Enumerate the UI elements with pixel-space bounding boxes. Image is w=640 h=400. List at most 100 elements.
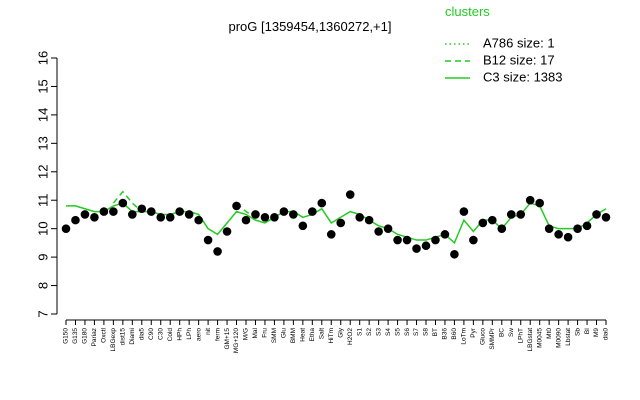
data-point bbox=[241, 215, 251, 225]
x-tick-label: G150 bbox=[63, 328, 70, 344]
legend-label: B12 size: 17 bbox=[483, 52, 555, 67]
chart-title: proG [1359454,1360272,+1] bbox=[228, 19, 391, 34]
y-tick-label: 7 bbox=[35, 310, 50, 317]
x-tick-label: M9 bbox=[593, 328, 600, 337]
data-point bbox=[137, 204, 147, 214]
x-tick-label: Sb bbox=[574, 328, 581, 336]
data-point bbox=[213, 247, 222, 256]
data-point bbox=[61, 224, 71, 233]
x-tick-label: C90 bbox=[148, 328, 155, 340]
x-tick-label: H2O2 bbox=[347, 328, 354, 345]
x-tick-label: GM+15 bbox=[224, 328, 231, 350]
data-point bbox=[450, 249, 459, 259]
x-tick-label: Cold bbox=[167, 328, 174, 342]
x-tick-label: LPhT bbox=[517, 328, 524, 344]
data-point bbox=[232, 201, 241, 211]
data-point bbox=[431, 235, 440, 245]
data-point bbox=[99, 207, 109, 216]
x-tick-label: dist15 bbox=[120, 328, 127, 346]
x-tick-label: aero bbox=[195, 328, 202, 341]
data-point bbox=[203, 235, 213, 245]
x-tick-label: G180 bbox=[82, 328, 89, 344]
data-point bbox=[80, 210, 90, 219]
x-tick-label: B60 bbox=[451, 328, 458, 340]
x-tick-label: BMM bbox=[290, 328, 297, 343]
x-tick-label: HiTm bbox=[328, 328, 335, 344]
data-point bbox=[497, 224, 507, 233]
data-point bbox=[488, 215, 497, 225]
x-tick-label: Fru bbox=[262, 328, 269, 338]
data-point bbox=[374, 227, 383, 236]
data-point bbox=[109, 207, 118, 216]
x-tick-label: Pyr bbox=[470, 327, 477, 338]
data-point bbox=[478, 218, 488, 228]
x-tick-label: dia0 bbox=[603, 328, 610, 341]
x-tick-label: C30 bbox=[157, 328, 164, 340]
series-line bbox=[66, 202, 607, 245]
data-point bbox=[298, 221, 308, 231]
data-point bbox=[393, 235, 402, 245]
x-tick-label: BT bbox=[432, 328, 439, 336]
data-point bbox=[582, 221, 592, 231]
x-tick-label: LBGexp bbox=[110, 328, 117, 352]
x-tick-label: LoTm bbox=[461, 328, 468, 345]
y-tick-label: 16 bbox=[35, 51, 50, 65]
data-point bbox=[402, 235, 412, 245]
x-tick-label: S4 bbox=[385, 328, 392, 336]
data-point bbox=[563, 232, 573, 242]
data-point bbox=[251, 210, 260, 219]
data-point bbox=[184, 210, 194, 219]
x-tick-label: Glu bbox=[281, 328, 288, 339]
y-tick-label: 15 bbox=[35, 79, 50, 93]
data-point bbox=[592, 210, 601, 219]
x-tick-label: MG+120 bbox=[233, 328, 240, 353]
data-point bbox=[544, 224, 554, 233]
data-point bbox=[289, 210, 298, 219]
x-tick-label: Lbstat bbox=[565, 328, 572, 346]
data-point bbox=[421, 241, 431, 251]
x-tick-label: M0045 bbox=[536, 328, 543, 348]
y-tick-label: 12 bbox=[35, 165, 50, 179]
legend-label: C3 size: 1383 bbox=[483, 69, 563, 84]
x-tick-label: HPh bbox=[176, 328, 183, 341]
x-tick-label: M/G bbox=[243, 328, 250, 340]
y-tick-label: 10 bbox=[35, 221, 50, 235]
x-tick-label: Pariaz bbox=[91, 328, 98, 346]
x-tick-label: Gluco bbox=[480, 328, 487, 345]
x-tick-label: Etha bbox=[309, 328, 316, 342]
data-point bbox=[165, 212, 175, 222]
data-point bbox=[355, 212, 364, 222]
data-point bbox=[459, 207, 469, 216]
data-point bbox=[71, 215, 80, 225]
x-tick-label: S5 bbox=[394, 328, 401, 336]
x-tick-label: nit bbox=[205, 328, 212, 335]
data-point bbox=[554, 230, 563, 239]
data-point bbox=[336, 218, 346, 228]
x-tick-label: Mt0 bbox=[546, 328, 553, 339]
data-point bbox=[525, 195, 535, 205]
data-point bbox=[326, 230, 336, 239]
data-point bbox=[194, 215, 203, 225]
x-tick-label: G135 bbox=[72, 328, 79, 344]
data-point bbox=[506, 210, 516, 219]
x-tick-label: dia5 bbox=[139, 328, 146, 341]
data-point bbox=[128, 210, 137, 219]
x-tick-label: Salt bbox=[319, 328, 326, 339]
x-tick-label: S2 bbox=[366, 328, 373, 336]
x-tick-label: S1 bbox=[356, 328, 363, 336]
x-tick-label: S3 bbox=[375, 328, 382, 336]
x-tick-label: B36 bbox=[442, 328, 449, 340]
data-point bbox=[364, 215, 374, 225]
y-tick-label: 11 bbox=[35, 193, 50, 207]
x-tick-label: Heat bbox=[300, 328, 307, 342]
x-tick-label: S6 bbox=[404, 328, 411, 336]
data-point bbox=[146, 207, 156, 216]
legend-label: A786 size: 1 bbox=[483, 35, 555, 50]
x-tick-label: Sw bbox=[508, 328, 515, 337]
x-tick-label: Diami bbox=[129, 328, 136, 345]
data-point bbox=[440, 230, 450, 239]
x-tick-label: SMMPr bbox=[489, 327, 496, 350]
data-point bbox=[516, 210, 526, 219]
